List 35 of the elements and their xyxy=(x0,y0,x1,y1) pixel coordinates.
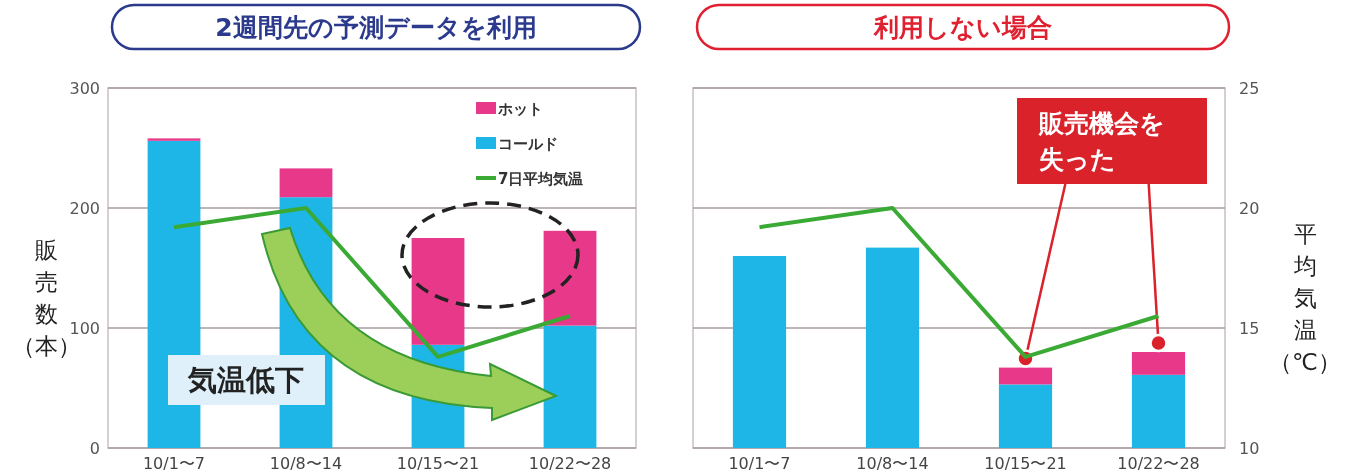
x-tick-label: 10/8〜14 xyxy=(856,454,929,473)
x-tick-label: 10/1〜7 xyxy=(728,454,791,473)
y-tick-label: 100 xyxy=(69,319,100,338)
bar xyxy=(998,367,1053,385)
bar xyxy=(1131,352,1186,375)
bar xyxy=(998,384,1053,448)
bar xyxy=(543,325,597,448)
annotation: 気温低下 xyxy=(187,363,304,397)
x-tick-label: 10/1〜7 xyxy=(142,454,206,473)
bar xyxy=(732,256,787,448)
y-tick-label: 300 xyxy=(69,79,100,98)
x-tick-label: 10/22〜28 xyxy=(528,454,612,473)
legend-label: コールド xyxy=(498,135,558,153)
x-tick-label: 10/22〜28 xyxy=(1117,454,1200,473)
bar xyxy=(1131,374,1186,448)
bar xyxy=(865,247,920,448)
x-tick-label: 10/15〜21 xyxy=(396,454,480,473)
bar xyxy=(147,138,201,141)
y2-tick-label: 25 xyxy=(1239,79,1260,98)
legend-label: 7日平均気温 xyxy=(498,170,584,188)
bar xyxy=(411,238,465,345)
y2-tick-label: 15 xyxy=(1239,319,1260,338)
y2-tick-label: 20 xyxy=(1239,199,1260,218)
legend-label: ホット xyxy=(497,100,543,118)
bar xyxy=(543,230,597,326)
y2-tick-label: 10 xyxy=(1239,439,1260,458)
annotation: 販売機会を失った xyxy=(1038,109,1165,174)
chart-title: 利用しない場合 xyxy=(873,13,1052,42)
x-tick-label: 10/8〜14 xyxy=(269,454,343,473)
y2-axis-title: 平均気温（℃） xyxy=(1269,221,1341,375)
bar xyxy=(279,168,333,198)
x-tick-label: 10/15〜21 xyxy=(984,454,1067,473)
y-tick-label: 200 xyxy=(69,199,100,218)
y-tick-label: 0 xyxy=(89,439,100,458)
chart-title: 2週間先の予測データを利用 xyxy=(215,13,537,42)
